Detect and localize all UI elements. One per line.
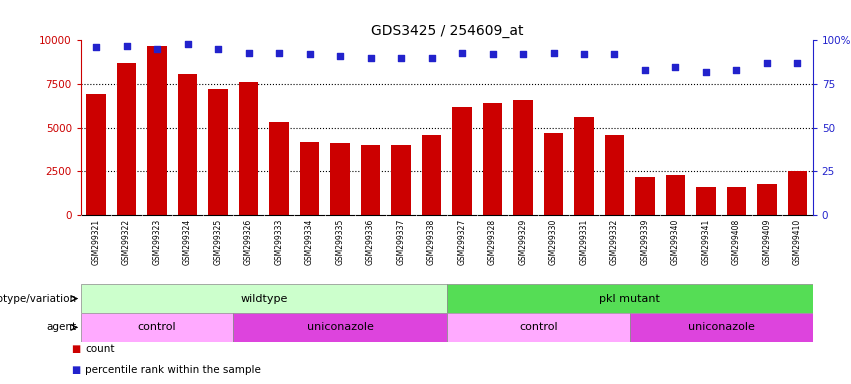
Point <box>334 53 347 59</box>
Text: control: control <box>519 322 557 333</box>
Point <box>151 46 164 52</box>
Text: pkl mutant: pkl mutant <box>599 293 660 304</box>
Text: uniconazole: uniconazole <box>306 322 374 333</box>
Bar <box>544 133 563 215</box>
Text: uniconazole: uniconazole <box>688 322 755 333</box>
Point <box>455 50 469 56</box>
Bar <box>665 175 685 215</box>
Text: genotype/variation: genotype/variation <box>0 293 77 304</box>
Title: GDS3425 / 254609_at: GDS3425 / 254609_at <box>370 24 523 38</box>
Text: percentile rank within the sample: percentile rank within the sample <box>85 365 261 375</box>
Point <box>638 67 652 73</box>
Text: GSM299410: GSM299410 <box>793 218 802 265</box>
Text: GSM299324: GSM299324 <box>183 218 192 265</box>
Bar <box>147 46 167 215</box>
Bar <box>361 145 380 215</box>
Text: GSM299330: GSM299330 <box>549 218 558 265</box>
Bar <box>330 143 350 215</box>
Text: GSM299338: GSM299338 <box>427 218 436 265</box>
Text: GSM299326: GSM299326 <box>244 218 253 265</box>
Text: GSM299408: GSM299408 <box>732 218 741 265</box>
Bar <box>727 187 746 215</box>
Text: GSM299323: GSM299323 <box>152 218 162 265</box>
Text: GSM299325: GSM299325 <box>214 218 223 265</box>
Point <box>760 60 774 66</box>
Text: GSM299335: GSM299335 <box>335 218 345 265</box>
Point <box>729 67 743 73</box>
Point <box>486 51 500 57</box>
Point <box>700 69 713 75</box>
Bar <box>86 94 106 215</box>
Point <box>272 50 286 56</box>
Bar <box>447 313 630 342</box>
Bar <box>238 82 259 215</box>
Bar <box>300 142 319 215</box>
Point <box>89 44 103 50</box>
Bar <box>757 184 777 215</box>
Bar <box>269 122 289 215</box>
Bar <box>787 171 808 215</box>
Text: GSM299337: GSM299337 <box>397 218 406 265</box>
Text: GSM299409: GSM299409 <box>762 218 772 265</box>
Bar <box>178 73 197 215</box>
Bar <box>452 107 472 215</box>
Bar <box>421 135 442 215</box>
Point <box>180 41 194 47</box>
Bar <box>233 313 447 342</box>
Text: wildtype: wildtype <box>240 293 288 304</box>
Point <box>120 43 134 49</box>
Text: GSM299334: GSM299334 <box>305 218 314 265</box>
Bar <box>81 313 233 342</box>
Text: agent: agent <box>47 322 77 333</box>
Bar <box>635 177 655 215</box>
Bar <box>513 100 533 215</box>
Text: GSM299333: GSM299333 <box>275 218 283 265</box>
Point <box>425 55 438 61</box>
Text: GSM299331: GSM299331 <box>580 218 589 265</box>
Point <box>363 55 377 61</box>
Bar <box>391 145 411 215</box>
Point <box>211 46 225 52</box>
Text: count: count <box>85 344 115 354</box>
Bar <box>696 187 716 215</box>
Text: GSM299340: GSM299340 <box>671 218 680 265</box>
Bar <box>208 89 228 215</box>
Bar <box>447 284 813 313</box>
Bar <box>81 284 447 313</box>
Text: GSM299328: GSM299328 <box>488 218 497 265</box>
Bar <box>117 63 136 215</box>
Text: GSM299339: GSM299339 <box>641 218 649 265</box>
Bar <box>630 313 813 342</box>
Point <box>791 60 804 66</box>
Point <box>517 51 530 57</box>
Text: control: control <box>138 322 176 333</box>
Point <box>669 63 683 70</box>
Text: ■: ■ <box>71 344 81 354</box>
Point <box>608 51 621 57</box>
Text: ■: ■ <box>71 365 81 375</box>
Text: GSM299327: GSM299327 <box>458 218 466 265</box>
Point <box>577 51 591 57</box>
Bar <box>574 117 594 215</box>
Text: GSM299341: GSM299341 <box>701 218 711 265</box>
Point <box>242 50 255 56</box>
Bar <box>483 103 502 215</box>
Point <box>546 50 560 56</box>
Text: GSM299322: GSM299322 <box>122 218 131 265</box>
Text: GSM299329: GSM299329 <box>518 218 528 265</box>
Text: GSM299321: GSM299321 <box>92 218 100 265</box>
Bar <box>604 135 625 215</box>
Point <box>303 51 317 57</box>
Text: GSM299332: GSM299332 <box>610 218 619 265</box>
Point <box>394 55 408 61</box>
Text: GSM299336: GSM299336 <box>366 218 375 265</box>
